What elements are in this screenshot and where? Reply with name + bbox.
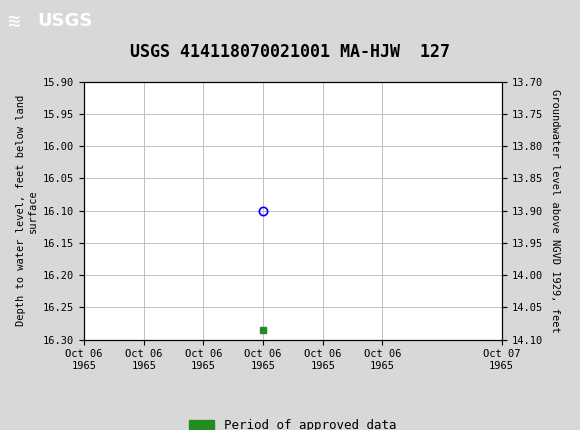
Legend: Period of approved data: Period of approved data (184, 414, 401, 430)
Text: USGS 414118070021001 MA-HJW  127: USGS 414118070021001 MA-HJW 127 (130, 43, 450, 61)
Y-axis label: Depth to water level, feet below land
surface: Depth to water level, feet below land su… (16, 95, 38, 326)
Text: USGS: USGS (38, 12, 93, 30)
Y-axis label: Groundwater level above NGVD 1929, feet: Groundwater level above NGVD 1929, feet (550, 89, 560, 332)
Text: ≋: ≋ (7, 11, 20, 31)
